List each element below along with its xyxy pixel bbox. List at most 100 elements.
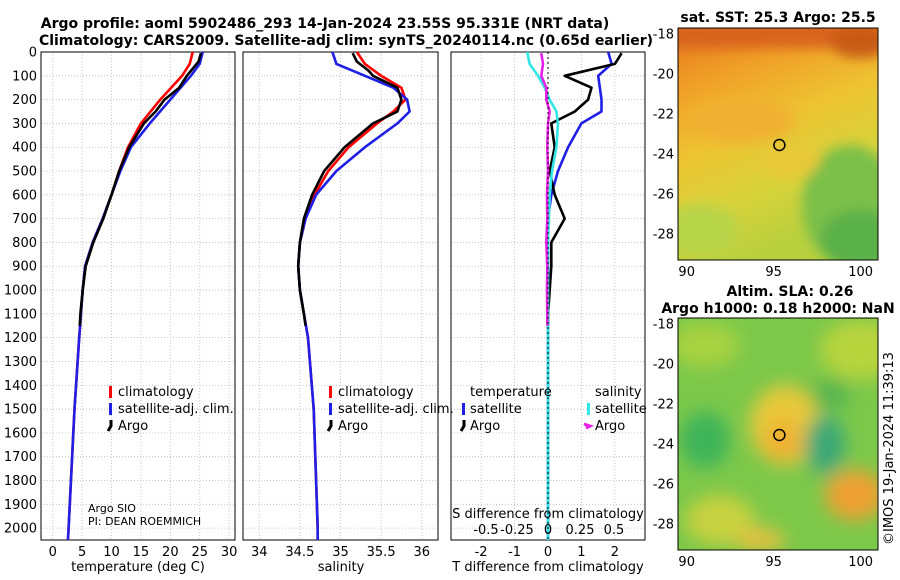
x-tick-30: 30 (221, 545, 238, 560)
legend-title-temperature: temperature (470, 385, 552, 400)
legend-swatch-argo-2 (326, 420, 333, 432)
map-lon-tick-100: 100 (848, 265, 873, 280)
legend-label-t-satellite: satellite (470, 402, 522, 417)
pressure-tick-300: 300 (12, 117, 37, 132)
sla-patch-low-w (680, 412, 730, 468)
legend-label-satellite-2: satellite-adj. clim. (338, 402, 454, 417)
temperature-tick-labels: 0 5 10 15 20 25 30 (49, 545, 238, 560)
sst-warm-band (678, 28, 878, 48)
sst-float-marker (773, 138, 786, 152)
sla-patch-nw (678, 323, 740, 367)
map-lon-tick-90: 90 (678, 555, 695, 570)
map-lat-tick--26: -26 (653, 478, 674, 493)
x-tick-10: 10 (103, 545, 120, 560)
pressure-tick-1100: 1100 (4, 307, 37, 322)
series-argo (78, 52, 203, 326)
map-lon-tick-95: 95 (765, 555, 782, 570)
map-lat-tick--28: -28 (653, 518, 674, 533)
map-lon-tick-95: 95 (765, 265, 782, 280)
sst-field (678, 28, 878, 260)
credit-text: ©IMOS 19-Jan-2024 11:39:13 (882, 352, 897, 545)
x-tick-15: 15 (133, 545, 150, 560)
sla-title-line1: Altim. SLA: 0.26 (726, 284, 853, 300)
sla-field (678, 318, 878, 550)
difference-legend: temperature salinity satellite Argo sate… (459, 385, 647, 434)
x-tick-1: 1 (577, 545, 585, 560)
map-lat-tick--20: -20 (653, 68, 674, 83)
pressure-tick-500: 500 (12, 165, 37, 180)
x-tick-5: 5 (78, 545, 86, 560)
series-salinity-argo (539, 52, 552, 326)
map-lat-tick--28: -28 (653, 228, 674, 243)
x-tick-34: 34 (251, 545, 268, 560)
legend-label-s-argo: Argo (595, 419, 625, 434)
map-lat-tick--24: -24 (653, 148, 674, 163)
pressure-tick-100: 100 (12, 69, 37, 84)
legend-label-climatology-2: climatology (338, 385, 414, 400)
x-tick-35.5: 35.5 (367, 545, 396, 560)
map-lat-tick--20: -20 (653, 358, 674, 373)
legend-swatch-climatology (109, 386, 112, 398)
sla-patches (678, 320, 878, 550)
sla-patch-low-mid (805, 415, 845, 475)
pressure-tick-800: 800 (12, 236, 37, 251)
map-lat-tick--26: -26 (653, 188, 674, 203)
series-satellite-adj-clim- (296, 51, 411, 540)
legend-swatch-satellite (109, 403, 112, 415)
sla-tick-labels: 90 95 100 -18 -20 -22 -24 -26 -28 (653, 318, 873, 571)
series-climatology (296, 51, 407, 540)
main-title-line1: Argo profile: aoml 5902486_293 14-Jan-20… (41, 16, 610, 32)
temperature-panel: 0100200300400500600700800900100011001200… (4, 46, 237, 576)
series-temperature-argo (546, 52, 623, 326)
salinity-legend: climatology satellite-adj. clim. Argo (326, 385, 454, 434)
legend-swatch-climatology-2 (329, 386, 332, 398)
temperature-xlabel: temperature (deg C) (71, 560, 205, 575)
salinity-axes-box (242, 51, 439, 541)
sst-tick-labels: 90 95 100 -18 -20 -22 -24 -26 -28 (653, 28, 873, 281)
map-lat-tick--18: -18 (653, 28, 674, 43)
legend-label-t-argo: Argo (470, 419, 500, 434)
s-tick-1: -0.5 (473, 523, 498, 538)
series-salinity-satellite (526, 51, 560, 540)
sla-title-line2: Argo h1000: 0.18 h2000: NaN (661, 301, 894, 317)
map-lat-tick--18: -18 (653, 318, 674, 333)
salinity-tick-labels: 34 34.5 35 35.5 36 (251, 545, 430, 560)
x-tick-2: 2 (611, 545, 619, 560)
sst-map: sat. SST: 25.3 Argo: 25.5 90 95 100 -18 -20 -… (653, 10, 879, 281)
salinity-panel: 34 34.5 35 35.5 36 salinity climatology sate… (242, 51, 454, 575)
legend-label-climatology: climatology (118, 385, 194, 400)
pressure-tick-1000: 1000 (4, 284, 37, 299)
sst-warm-corner (830, 28, 878, 58)
legend-label-satellite: satellite-adj. clim. (118, 402, 234, 417)
sst-southwest-patch (678, 204, 738, 256)
temperature-axes-box (40, 51, 236, 541)
legend-swatch-satellite-2 (329, 403, 332, 415)
t-difference-label: T difference from climatology (451, 560, 644, 575)
pressure-tick-labels: 0 100 200 300 400 500 600 700 800 900 1000 1100 1200… (4, 46, 37, 537)
difference-tick-labels: -2 -1 0 1 2 (475, 545, 619, 560)
salinity-series (296, 51, 411, 540)
legend-title-salinity: salinity (595, 385, 642, 400)
legend-swatch-s-satellite (587, 403, 590, 415)
pressure-tick-1200: 1200 (4, 331, 37, 346)
legend-swatch-t-argo (459, 420, 466, 432)
sst-title: sat. SST: 25.3 Argo: 25.5 (680, 10, 875, 26)
x-tick-0: 0 (49, 545, 57, 560)
map-lat-tick--22: -22 (653, 108, 674, 123)
pressure-tick-400: 400 (12, 141, 37, 156)
salinity-grid (243, 51, 438, 540)
legend-label-argo: Argo (118, 419, 148, 434)
pressure-tick-600: 600 (12, 188, 37, 203)
x-tick-0: 0 (544, 545, 552, 560)
x-tick-25: 25 (191, 545, 208, 560)
map-lat-tick--24: -24 (653, 438, 674, 453)
series-satellite-adj-clim- (66, 51, 204, 541)
pressure-tick-0: 0 (29, 46, 37, 61)
sla-patch-se (825, 470, 878, 520)
pressure-tick-1800: 1800 (4, 474, 37, 489)
x-tick-20: 20 (162, 545, 179, 560)
sst-float-patch (760, 142, 820, 178)
sst-mid-patch (685, 98, 795, 142)
map-lon-tick-100: 100 (848, 555, 873, 570)
